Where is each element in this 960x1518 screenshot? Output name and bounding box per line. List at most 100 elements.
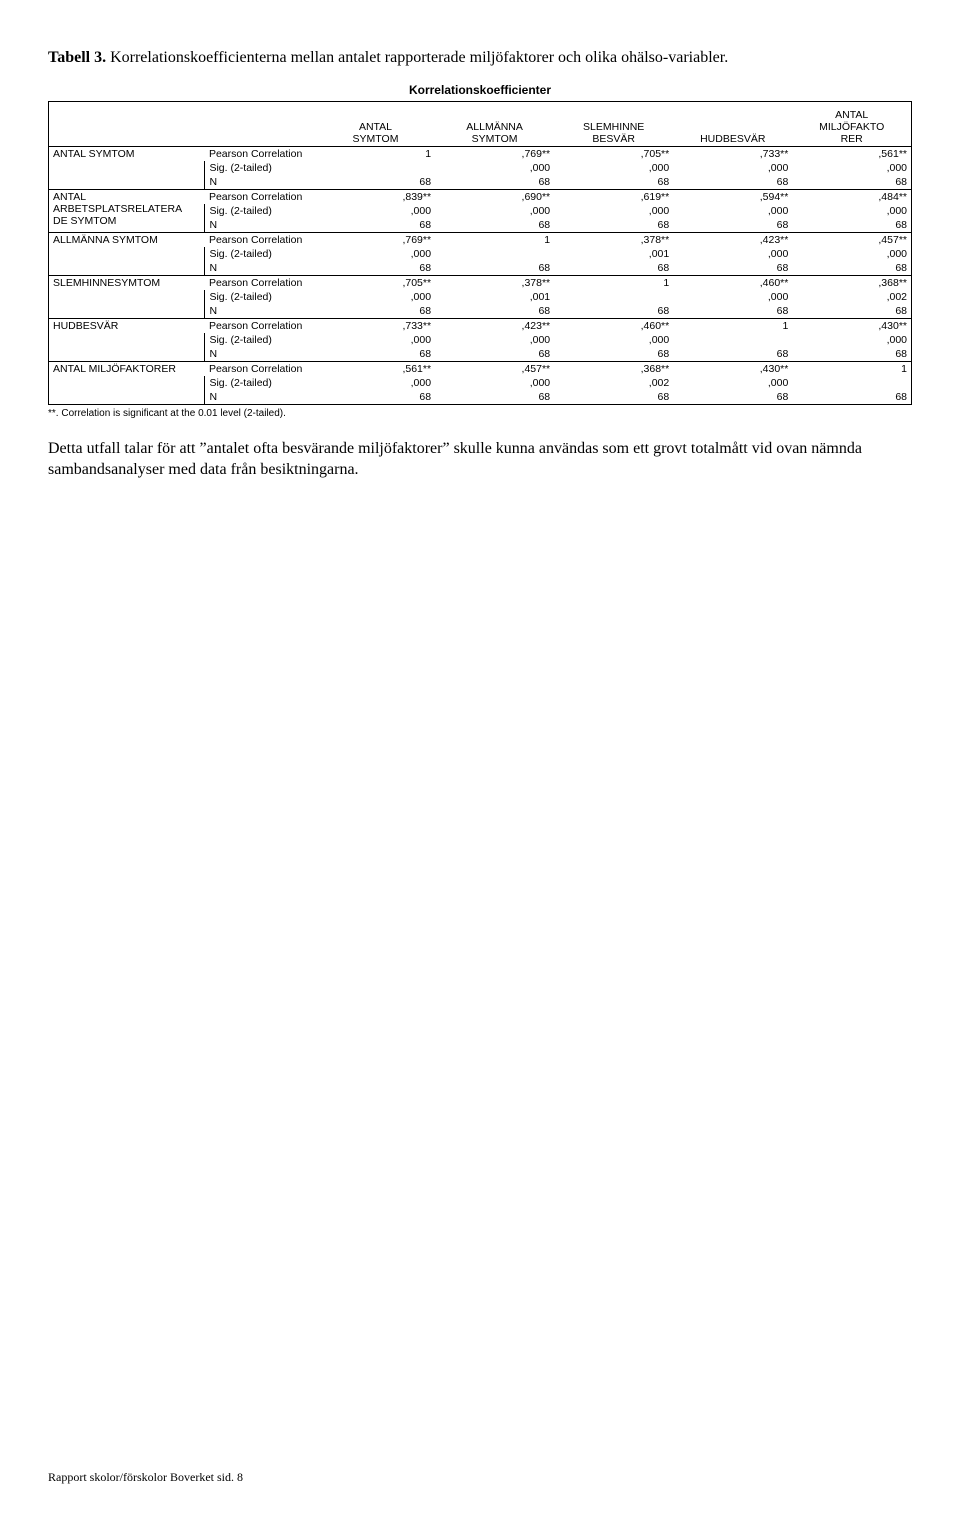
stat-label: Sig. (2-tailed) <box>205 204 316 218</box>
cell-value: ,000 <box>554 204 673 218</box>
cell-value: 68 <box>673 175 792 190</box>
table-row: ANTALARBETSPLATSRELATERADE SYMTOMPearson… <box>49 189 912 204</box>
cell-value: ,000 <box>554 161 673 175</box>
cell-value: 68 <box>673 347 792 362</box>
cell-value: ,001 <box>554 247 673 261</box>
cell-value: ,000 <box>316 247 435 261</box>
cell-value: ,000 <box>673 247 792 261</box>
cell-value: 68 <box>316 304 435 319</box>
cell-value: ,561** <box>792 146 911 161</box>
stat-label: Sig. (2-tailed) <box>205 376 316 390</box>
col-header: HUDBESVÄR <box>673 101 792 146</box>
cell-value: 68 <box>554 304 673 319</box>
row-label: ALLMÄNNA SYMTOM <box>49 232 205 275</box>
cell-value: 68 <box>316 261 435 276</box>
cell-value: 68 <box>673 390 792 405</box>
cell-value: ,000 <box>792 247 911 261</box>
row-label: HUDBESVÄR <box>49 318 205 361</box>
stat-label: Sig. (2-tailed) <box>205 333 316 347</box>
cell-value: ,000 <box>435 333 554 347</box>
stat-label: Pearson Correlation <box>205 361 316 376</box>
cell-value: ,000 <box>554 333 673 347</box>
footnote-text: Correlation is significant at the 0.01 l… <box>61 408 286 419</box>
cell-value: 68 <box>792 390 911 405</box>
body-paragraph: Detta utfall talar för att ”antalet ofta… <box>48 439 912 481</box>
cell-value: ,000 <box>316 204 435 218</box>
cell-value: ,594** <box>673 189 792 204</box>
stat-label: N <box>205 218 316 233</box>
stat-label: Pearson Correlation <box>205 232 316 247</box>
cell-value: 68 <box>792 347 911 362</box>
cell-value <box>554 290 673 304</box>
cell-value: ,000 <box>673 290 792 304</box>
cell-value: 68 <box>316 347 435 362</box>
row-label: ANTAL SYMTOM <box>49 146 205 189</box>
cell-value: 1 <box>435 232 554 247</box>
stat-label: Pearson Correlation <box>205 189 316 204</box>
cell-value: 68 <box>792 304 911 319</box>
cell-value: ,484** <box>792 189 911 204</box>
cell-value: ,733** <box>316 318 435 333</box>
cell-value: ,457** <box>792 232 911 247</box>
header-blank-1 <box>49 101 205 146</box>
cell-value: ,000 <box>435 376 554 390</box>
cell-value: ,000 <box>316 333 435 347</box>
caption-rest: Korrelationskoefficienterna mellan antal… <box>106 49 728 66</box>
cell-value: 68 <box>435 261 554 276</box>
cell-value: 68 <box>673 218 792 233</box>
cell-value: 68 <box>435 175 554 190</box>
col-header: ALLMÄNNASYMTOM <box>435 101 554 146</box>
cell-value: ,000 <box>673 204 792 218</box>
stat-label: Pearson Correlation <box>205 318 316 333</box>
stat-label: N <box>205 175 316 190</box>
row-label: ANTALARBETSPLATSRELATERADE SYMTOM <box>49 189 205 232</box>
cell-value: 68 <box>435 304 554 319</box>
cell-value: ,705** <box>554 146 673 161</box>
header-blank-2 <box>205 101 316 146</box>
col-header: SLEMHINNEBESVÄR <box>554 101 673 146</box>
stat-label: Sig. (2-tailed) <box>205 161 316 175</box>
stat-label: N <box>205 390 316 405</box>
caption-bold: Tabell 3. <box>48 49 106 66</box>
stat-label: Pearson Correlation <box>205 146 316 161</box>
cell-value <box>792 376 911 390</box>
table-row: ANTAL MILJÖFAKTORERPearson Correlation,5… <box>49 361 912 376</box>
cell-value: ,000 <box>673 376 792 390</box>
cell-value: 1 <box>673 318 792 333</box>
cell-value <box>435 247 554 261</box>
cell-value: 68 <box>673 261 792 276</box>
cell-value: 68 <box>554 390 673 405</box>
cell-value: 68 <box>792 218 911 233</box>
cell-value: ,769** <box>316 232 435 247</box>
cell-value <box>673 333 792 347</box>
table-row: SLEMHINNESYMTOMPearson Correlation,705**… <box>49 275 912 290</box>
cell-value: ,000 <box>792 333 911 347</box>
footnote-marker: **. <box>48 408 59 419</box>
cell-value: 68 <box>316 175 435 190</box>
row-label: SLEMHINNESYMTOM <box>49 275 205 318</box>
stat-label: N <box>205 347 316 362</box>
cell-value: 68 <box>435 390 554 405</box>
cell-value: ,002 <box>554 376 673 390</box>
table-row: ANTAL SYMTOMPearson Correlation1,769**,7… <box>49 146 912 161</box>
table-header-row: ANTALSYMTOM ALLMÄNNASYMTOM SLEMHINNEBESV… <box>49 101 912 146</box>
table-footnote: **. Correlation is significant at the 0.… <box>48 408 912 419</box>
cell-value: 68 <box>554 175 673 190</box>
stat-label: Sig. (2-tailed) <box>205 247 316 261</box>
stat-label: N <box>205 261 316 276</box>
cell-value: ,000 <box>792 204 911 218</box>
cell-value: 68 <box>792 261 911 276</box>
cell-value: ,460** <box>554 318 673 333</box>
cell-value: 68 <box>435 218 554 233</box>
cell-value: 68 <box>792 175 911 190</box>
col-header: ANTALSYMTOM <box>316 101 435 146</box>
cell-value: ,619** <box>554 189 673 204</box>
cell-value: ,000 <box>673 161 792 175</box>
cell-value: ,000 <box>435 161 554 175</box>
cell-value: 68 <box>316 390 435 405</box>
stat-label: Pearson Correlation <box>205 275 316 290</box>
cell-value: ,457** <box>435 361 554 376</box>
stat-label: Sig. (2-tailed) <box>205 290 316 304</box>
cell-value: ,705** <box>316 275 435 290</box>
cell-value: 68 <box>673 304 792 319</box>
